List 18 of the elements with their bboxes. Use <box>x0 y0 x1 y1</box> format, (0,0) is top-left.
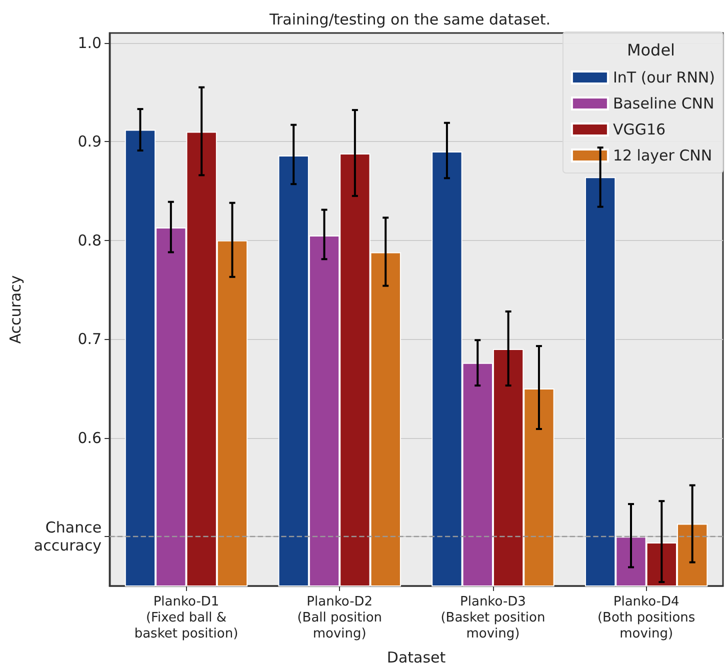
legend-title: Model <box>626 40 676 60</box>
legend-label: VGG16 <box>612 120 666 138</box>
legend-label: 12 layer CNN <box>612 146 712 164</box>
y-tick-label: 1.0 <box>78 34 102 52</box>
legend-label: InT (our RNN) <box>612 68 716 86</box>
y-tick-label: 0.8 <box>78 231 102 250</box>
x-axis-title: Dataset <box>386 648 446 666</box>
x-tick-label: Planko-D1 (Fixed ball & basket position) <box>134 594 238 642</box>
y-axis-title: Accuracy <box>6 275 24 344</box>
x-tick-label: Planko-D2 (Ball position moving) <box>297 594 382 642</box>
y-tick-label: 0.6 <box>78 428 102 447</box>
y-tick-label: 0.7 <box>78 330 102 348</box>
x-tick-label: Planko-D3 (Basket position moving) <box>440 594 546 642</box>
y-tick-label: Chance accuracy <box>34 518 102 555</box>
legend-label: Baseline CNN <box>612 94 714 112</box>
chart-title: Training/testing on the same dataset. <box>268 10 550 28</box>
y-tick-label: 0.9 <box>78 132 102 151</box>
x-tick-label: Planko-D4 (Both positions moving) <box>597 594 696 642</box>
